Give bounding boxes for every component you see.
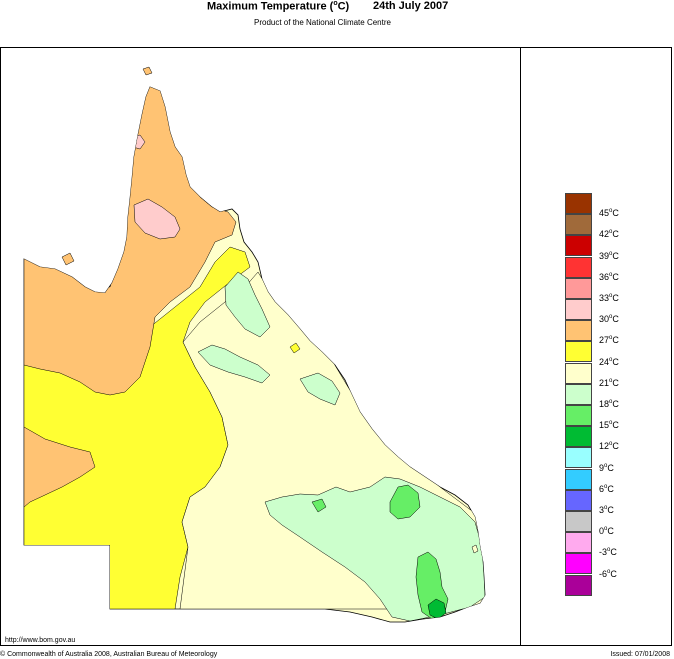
legend-swatch: [565, 320, 592, 342]
map-frame: [0, 47, 672, 646]
legend-swatch: [565, 468, 592, 490]
legend-label: 12oC: [599, 441, 619, 452]
copyright-text: © Commonwealth of Australia 2008, Austra…: [0, 651, 218, 658]
legend-label: 42oC: [599, 229, 619, 240]
legend-swatch: [565, 341, 592, 363]
zone-21-coast: [299, 372, 341, 406]
legend-swatch: [565, 193, 592, 214]
legend-label: -6oC: [599, 568, 617, 579]
map-title: Maximum Temperature (oC): [207, 0, 350, 13]
zone-21-central: [197, 344, 271, 384]
legend-swatch: [565, 574, 592, 596]
legend-swatch: [565, 405, 592, 426]
queensland-temperature-map: [23, 66, 486, 623]
legend-swatch: [565, 277, 592, 299]
legend-swatch: [565, 235, 592, 257]
legend-label: 33oC: [599, 293, 619, 303]
island-coast: [289, 342, 301, 354]
issued-date: Issued: 07/01/2008: [610, 651, 670, 658]
zone-21-north: [224, 271, 271, 338]
legend-swatch: [565, 447, 592, 469]
source-url: http://www.bom.gov.au: [5, 637, 76, 644]
legend-label: -3oC: [599, 547, 617, 558]
legend-swatch: [565, 383, 592, 405]
zone-33: [133, 198, 181, 240]
legend-swatch: [565, 553, 592, 575]
legend-swatch: [565, 426, 592, 448]
zone-30-southwest: [24, 426, 96, 508]
legend-swatch: [565, 299, 592, 320]
island-east: [471, 544, 479, 554]
legend-label: 6oC: [599, 483, 614, 494]
legend-label: 18oC: [599, 399, 619, 409]
legend-swatch: [565, 256, 592, 278]
legend-label: 39oC: [599, 250, 619, 261]
legend-label: 0oC: [599, 526, 614, 537]
island-north: [142, 66, 153, 76]
map-header: Maximum Temperature (oC) 24th July 2007 …: [0, 0, 674, 27]
legend-label: 21oC: [599, 377, 619, 388]
legend-swatch: [565, 362, 592, 384]
legend-swatch: [565, 511, 592, 532]
legend-divider: [520, 47, 521, 646]
legend-label: 27oC: [599, 335, 619, 346]
zone-18-north: [389, 484, 421, 520]
island-gulf: [61, 252, 75, 266]
legend-label: 24oC: [599, 356, 619, 367]
zone-15: [427, 598, 447, 620]
legend-label: 3oC: [599, 505, 614, 515]
legend-label: 9oC: [599, 462, 614, 473]
zone-18-small: [311, 498, 327, 513]
legend-swatch: [565, 489, 592, 511]
map-subtitle: Product of the National Climate Centre: [254, 18, 391, 27]
legend-label: 36oC: [599, 271, 619, 282]
legend-swatch: [565, 214, 592, 236]
legend-label: 45oC: [599, 208, 619, 219]
legend-label: 15oC: [599, 420, 619, 431]
legend-swatch: [565, 532, 592, 554]
map-date: 24th July 2007: [373, 0, 449, 12]
legend-label: 30oC: [599, 314, 619, 325]
